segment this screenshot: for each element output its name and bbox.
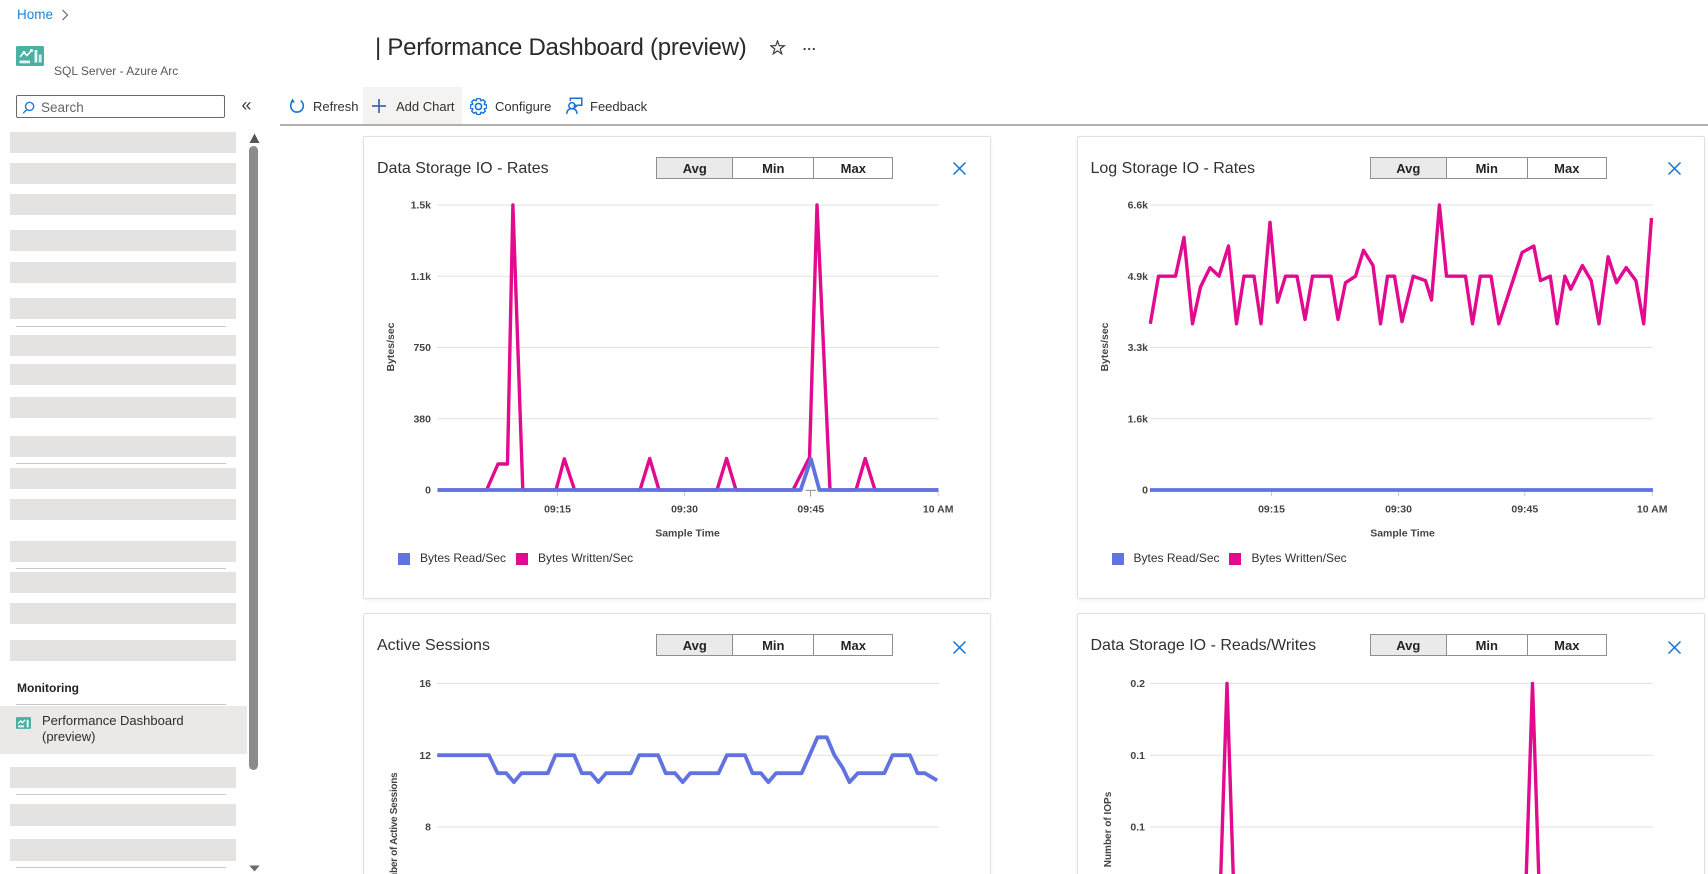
svg-text:0: 0 (1142, 484, 1148, 496)
svg-text:1.1k: 1.1k (411, 270, 432, 282)
svg-text:09:45: 09:45 (797, 503, 824, 515)
svg-text:Bytes/sec: Bytes/sec (1099, 322, 1111, 371)
svg-text:09:30: 09:30 (1385, 503, 1412, 515)
svg-text:750: 750 (413, 342, 431, 354)
svg-text:3.3k: 3.3k (1127, 342, 1148, 354)
svg-text:8: 8 (425, 821, 431, 833)
svg-text:09:15: 09:15 (544, 503, 571, 515)
svg-text:6.6k: 6.6k (1127, 199, 1148, 211)
svg-text:09:15: 09:15 (1258, 503, 1285, 515)
svg-text:09:30: 09:30 (671, 503, 698, 515)
svg-text:Sample Time: Sample Time (1370, 527, 1435, 539)
svg-text:16: 16 (419, 678, 431, 690)
svg-text:09:45: 09:45 (1511, 503, 1538, 515)
svg-text:0.2: 0.2 (1130, 678, 1145, 690)
svg-text:Bytes/sec: Bytes/sec (385, 322, 397, 371)
svg-text:Sample Time: Sample Time (655, 527, 720, 539)
svg-text:0.1: 0.1 (1130, 749, 1145, 761)
svg-text:0: 0 (425, 484, 431, 496)
svg-text:10 AM: 10 AM (1636, 503, 1667, 515)
svg-text:1.6k: 1.6k (1127, 413, 1148, 425)
svg-text:4.9k: 4.9k (1127, 270, 1148, 282)
svg-text:Number of IOPs: Number of IOPs (1103, 791, 1114, 867)
svg-text:1.5k: 1.5k (411, 199, 432, 211)
svg-text:380: 380 (413, 413, 431, 425)
svg-text:0.1: 0.1 (1130, 821, 1145, 833)
svg-text:12: 12 (419, 749, 431, 761)
svg-text:10 AM: 10 AM (923, 503, 954, 515)
svg-text:Number of Active Sessions: Number of Active Sessions (389, 771, 400, 874)
